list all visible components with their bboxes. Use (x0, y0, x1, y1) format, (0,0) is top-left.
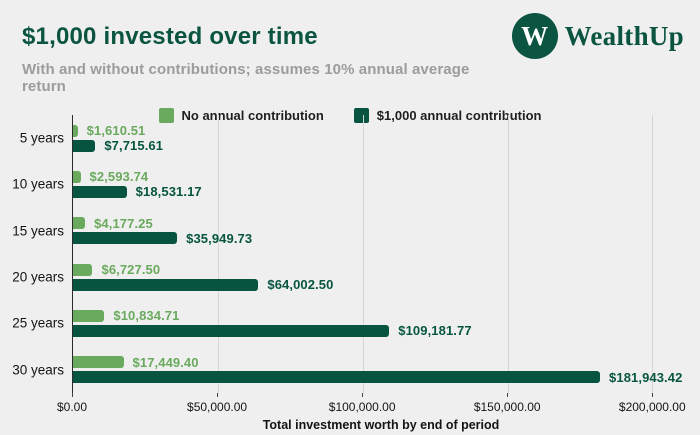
header: $1,000 invested over time With and witho… (0, 0, 700, 95)
bar-annual-contribution (73, 185, 127, 198)
legend-swatch-icon (158, 108, 174, 123)
plot-area: 5 years $1,610.51 $7,715.61 10 years $2,593.… (12, 115, 690, 393)
bar-annual-contribution (73, 324, 390, 337)
bar-value-label: $18,531.17 (135, 184, 202, 200)
gridline (217, 115, 219, 393)
bar-value-label: $64,002.50 (267, 277, 334, 293)
x-axis-tick (72, 393, 73, 397)
bar-value-label: $17,449.40 (132, 354, 199, 370)
bar-group-5-years: 5 years $1,610.51 $7,715.61 (20, 123, 690, 154)
bar-no-contribution (73, 124, 78, 137)
x-axis-tick-label: $150,000.00 (473, 400, 541, 414)
bar-line: $2,593.74 (73, 169, 690, 185)
bar-annual-contribution (73, 371, 601, 384)
gridline (362, 115, 364, 393)
bar-value-label: $10,834.71 (113, 308, 180, 324)
wealthup-logo: W WealthUp (511, 13, 684, 59)
bar-value-label: $109,181.77 (398, 323, 472, 339)
title-block: $1,000 invested over time With and witho… (22, 16, 512, 95)
bar-line: $109,181.77 (73, 323, 690, 339)
category-label: 30 years (12, 362, 64, 378)
bar-annual-contribution (73, 139, 96, 152)
bar-line: $7,715.61 (73, 138, 690, 154)
bar-line: $17,449.40 (73, 354, 690, 370)
legend-item-0: No annual contribution (158, 108, 324, 123)
category-label: 25 years (12, 315, 64, 331)
bar-line: $18,531.17 (73, 184, 690, 200)
page-subtitle: With and without contributions; assumes … (22, 61, 470, 95)
bar-value-label: $4,177.25 (94, 215, 153, 231)
x-axis-tick-label: $200,000.00 (618, 400, 686, 414)
bar-group-15-years: 15 years $4,177.25 $35,949.73 (12, 215, 690, 246)
bar-value-label: $35,949.73 (186, 230, 253, 246)
bar-group-25-years: 25 years $10,834.71 $109,181.77 (12, 308, 690, 339)
bar-line: $10,834.71 (73, 308, 690, 324)
legend-label: No annual contribution (181, 108, 324, 123)
logo-monogram: W (521, 20, 549, 51)
bar-no-contribution (73, 356, 124, 369)
gridline (507, 115, 509, 393)
bar-group-30-years: 30 years $17,449.40 $181,943.42 (12, 354, 690, 385)
category-label: 10 years (12, 176, 64, 192)
bar-line: $4,177.25 (73, 215, 690, 231)
x-axis-tick (217, 393, 219, 397)
x-axis-tick (652, 393, 654, 397)
wealthup-monogram-icon: W (511, 13, 558, 59)
bar-value-label: $6,727.50 (101, 262, 161, 278)
logo-brand-text: WealthUp (564, 20, 684, 51)
category-label: 20 years (12, 269, 64, 285)
bar-value-label: $7,715.61 (104, 138, 164, 154)
bar-value-label: $181,943.42 (609, 369, 683, 385)
bar-no-contribution (73, 170, 81, 183)
x-axis-tick-label: $100,000.00 (328, 400, 396, 414)
x-axis-tick-label: $50,000.00 (187, 400, 248, 414)
x-axis-tick (507, 393, 509, 397)
x-axis-tick (362, 393, 364, 397)
bar-value-label: $1,610.51 (86, 123, 146, 139)
bar-rows-layer: 5 years $1,610.51 $7,715.61 10 years $2,593.… (12, 115, 690, 393)
bar-line: $35,949.73 (73, 230, 690, 246)
category-label: 15 years (12, 223, 64, 239)
page-title: $1,000 invested over time (22, 23, 318, 50)
legend-swatch-icon (353, 108, 369, 123)
bar-line: $1,610.51 (73, 123, 690, 139)
bar-no-contribution (73, 217, 86, 230)
bar-group-10-years: 10 years $2,593.74 $18,531.17 (12, 169, 690, 200)
bar-no-contribution (73, 309, 105, 322)
bar-no-contribution (73, 263, 93, 276)
bar-chart: 5 years $1,610.51 $7,715.61 10 years $2,593.… (0, 115, 700, 435)
bar-line: $64,002.50 (73, 277, 690, 293)
chart-legend: No annual contribution $1,000 annual cont… (0, 108, 700, 123)
x-axis-tick-label: $0.00 (56, 400, 88, 414)
bar-line: $6,727.50 (73, 262, 690, 278)
bar-annual-contribution (73, 232, 178, 245)
bar-value-label: $2,593.74 (89, 169, 149, 185)
gridline (652, 115, 654, 393)
x-axis: $0.00 $50,000.00 $100,000.00 $150,000.00 $20… (57, 393, 690, 419)
legend-label: $1,000 annual contribution (376, 108, 542, 123)
x-axis-title: Total investment worth by end of period (262, 418, 500, 432)
bar-line: $181,943.42 (73, 369, 690, 385)
category-label: 5 years (19, 130, 64, 146)
bar-group-20-years: 20 years $6,727.50 $64,002.50 (12, 262, 690, 293)
bar-annual-contribution (73, 278, 259, 291)
legend-item-1: $1,000 annual contribution (353, 108, 542, 123)
